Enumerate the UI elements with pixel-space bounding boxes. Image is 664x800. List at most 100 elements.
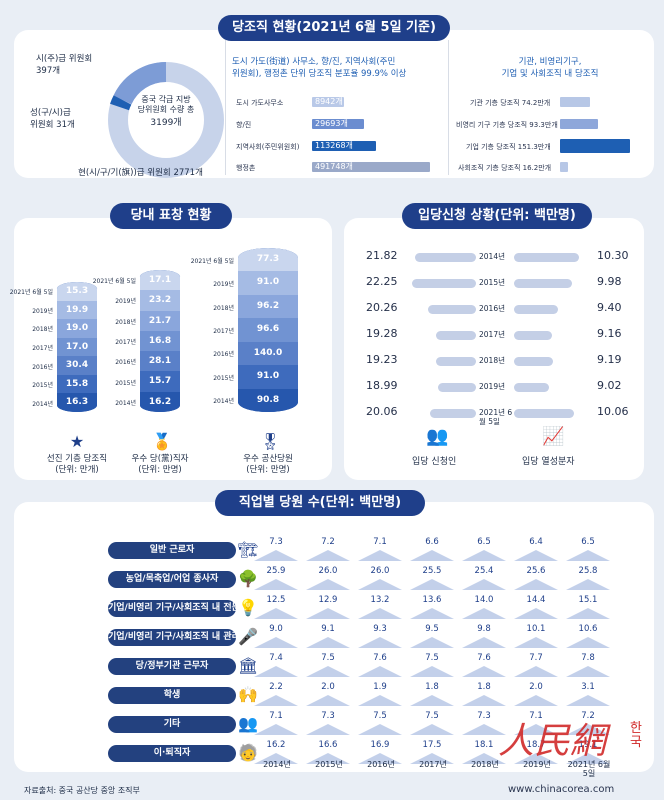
occupation-label: 일반 근로자 xyxy=(108,542,236,559)
activist-bar xyxy=(514,305,559,314)
occupation-mound xyxy=(410,753,454,764)
cylinder-segment: 17.1 xyxy=(140,270,180,291)
occupation-value: 1.8 xyxy=(425,682,439,692)
occupation-value: 7.5 xyxy=(425,711,439,721)
divider-2 xyxy=(448,40,449,175)
occupation-mound xyxy=(358,637,402,648)
occupation-label: 학생 xyxy=(108,687,236,704)
right-row-bar xyxy=(560,119,598,129)
occupation-mound xyxy=(566,666,610,677)
occupation-mound xyxy=(410,724,454,735)
donut-center-line1: 중국 각급 지방 xyxy=(141,95,191,104)
occupation-value: 7.2 xyxy=(581,711,595,721)
cylinder-year: 2019년 xyxy=(213,281,234,289)
occupation-mound xyxy=(566,695,610,706)
occupation-value: 7.1 xyxy=(529,711,543,721)
label-city-name: 시(주)급 위원회 xyxy=(36,54,93,64)
occupation-value: 12.9 xyxy=(318,595,338,605)
occupation-mound xyxy=(566,579,610,590)
applicant-value: 20.06 xyxy=(366,405,398,418)
application-year: 2021년 6월 5일 xyxy=(479,408,513,426)
occupation-value: 7.5 xyxy=(321,653,335,663)
occupation-value: 7.3 xyxy=(269,537,283,547)
occupation-mound xyxy=(254,666,298,677)
mid-title-line1: 도시 가도(街道) 사무소, 향/진, 지역사회(주민 xyxy=(232,57,396,67)
occupation-value: 1.9 xyxy=(373,682,387,692)
occupation-mound xyxy=(306,579,350,590)
mid-row-label: 지역사회(주민위원회) xyxy=(236,143,300,151)
occupation-value: 2.0 xyxy=(529,682,543,692)
right-row-bar xyxy=(560,139,630,153)
occupation-value: 7.5 xyxy=(373,711,387,721)
occupation-mound xyxy=(410,666,454,677)
cylinder-segment: 23.2 xyxy=(140,290,180,311)
right-row-label: 비영리 기구 기층 당조직 93.3만개 xyxy=(456,121,558,129)
occupation-mound xyxy=(514,695,558,706)
occupation-value: 9.0 xyxy=(269,624,283,634)
occupation-value: 6.5 xyxy=(581,537,595,547)
occupation-value: 25.4 xyxy=(474,566,494,576)
occupation-mound xyxy=(254,695,298,706)
occupation-value: 6.6 xyxy=(425,537,439,547)
occupation-value: 25.8 xyxy=(578,566,598,576)
occupation-year: 2019년 xyxy=(523,760,551,769)
cylinder-year: 2021년 6월 5일 xyxy=(190,257,234,265)
occupation-value: 7.6 xyxy=(477,653,491,663)
occupation-label: 당/정부기관 근무자 xyxy=(108,658,236,675)
mid-row-bar: 491748개 xyxy=(312,162,430,172)
cylinder-year: 2015년 xyxy=(32,382,53,390)
occupation-value: 7.7 xyxy=(529,653,543,663)
activist-value: 9.98 xyxy=(597,275,622,288)
award-icon: 🏅 xyxy=(152,432,172,451)
occupation-value: 16.2 xyxy=(266,740,286,750)
award-cylinder: 17.1 23.2 21.7 16.8 28.1 15.7 16.2 xyxy=(140,270,180,412)
occupation-value: 25.6 xyxy=(526,566,546,576)
application-year: 2015년 xyxy=(479,278,505,287)
occupation-icon: 🙌 xyxy=(238,685,258,704)
occupation-mound xyxy=(462,753,506,764)
occupation-mound xyxy=(462,550,506,561)
award-cylinder: 15.3 19.9 19.0 17.0 30.4 15.8 16.3 xyxy=(57,282,97,412)
cylinder-segment: 15.7 xyxy=(140,371,180,392)
occupation-mound xyxy=(462,637,506,648)
occupation-value: 14.4 xyxy=(526,595,546,605)
occupation-label: 기업/비영리 기구/사회조직 내 전문직 xyxy=(108,600,248,617)
occupation-mound xyxy=(254,753,298,764)
occupation-mound xyxy=(462,695,506,706)
occupation-value: 3.1 xyxy=(581,682,595,692)
activist-bar xyxy=(514,331,553,340)
occupation-icon: 💡 xyxy=(238,598,258,617)
occupation-mound xyxy=(514,579,558,590)
occupation-value: 9.1 xyxy=(321,624,335,634)
occupation-mound xyxy=(306,550,350,561)
applicant-bar xyxy=(415,253,476,262)
occupation-mound xyxy=(566,724,610,735)
occupation-year: 2018년 xyxy=(471,760,499,769)
occupation-value: 9.5 xyxy=(425,624,439,634)
activist-value: 9.02 xyxy=(597,379,622,392)
application-year: 2017년 xyxy=(479,330,505,339)
occupation-mound xyxy=(254,637,298,648)
occupation-value: 18.7 xyxy=(526,740,546,750)
occupation-value: 25.9 xyxy=(266,566,286,576)
occupation-mound xyxy=(514,666,558,677)
occupation-icon: 🌳 xyxy=(238,569,258,588)
cylinder-year: 2019년 xyxy=(115,298,136,306)
occupation-value: 17.5 xyxy=(422,740,442,750)
occupation-mound xyxy=(410,608,454,619)
applicant-bar xyxy=(435,331,476,340)
right-row-label: 사회조직 기층 당조직 16.2만개 xyxy=(458,164,552,172)
award-caption-unit: (단위: 만명) xyxy=(246,465,290,475)
cylinder-segment: 96.2 xyxy=(238,294,298,319)
cylinder-segment: 30.4 xyxy=(57,356,97,375)
label-province-name: 성(구/시)급 xyxy=(30,108,71,118)
occupation-mound xyxy=(462,579,506,590)
application-year: 2016년 xyxy=(479,304,505,313)
award-caption-title: 우수 공산당원 xyxy=(243,454,293,464)
cylinder-segment: 96.6 xyxy=(238,318,298,342)
occupation-mound xyxy=(254,724,298,735)
award-caption-title: 우수 당(黨)직자 xyxy=(131,454,189,464)
cylinder-segment: 16.2 xyxy=(140,391,180,412)
cylinder-year: 2018년 xyxy=(115,318,136,326)
cylinder-year: 2021년 6월 5일 xyxy=(92,278,136,286)
